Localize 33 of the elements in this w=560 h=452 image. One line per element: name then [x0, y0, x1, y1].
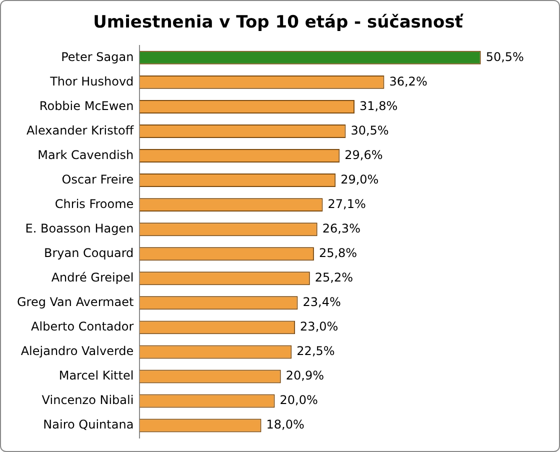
data-label: 50,5% [486, 50, 524, 64]
y-tick-label: Oscar Freire [62, 172, 134, 186]
chart-title: Umiestnenia v Top 10 etáp - súčasnosť [93, 12, 464, 33]
data-label: 26,3% [322, 221, 360, 236]
y-tick-label: Thor Hushovd [49, 74, 134, 88]
y-tick-label: Alexander Kristoff [26, 123, 134, 138]
data-label: 20,9% [286, 368, 324, 383]
data-label: 31,8% [360, 98, 398, 113]
data-label: 30,5% [350, 123, 389, 138]
data-label: 27,1% [328, 196, 366, 211]
data-label: 25,2% [314, 270, 354, 285]
data-label: 18,0% [266, 418, 304, 432]
data-label: 23,0% [300, 320, 338, 334]
y-tick-label: Marcel Kittel [58, 368, 134, 383]
data-label: 36,2% [389, 74, 428, 88]
data-label: 29,6% [344, 148, 383, 162]
y-tick-label: E. Boasson Hagen [25, 221, 134, 236]
y-tick-label: Alberto Contador [31, 320, 134, 334]
data-label: 25,8% [318, 246, 358, 260]
y-tick-label: Vincenzo Nibali [42, 393, 134, 408]
y-tick-label: Chris Froome [54, 196, 134, 211]
data-label: 20,0% [280, 393, 318, 408]
y-tick-label: Alejandro Valverde [20, 344, 134, 358]
y-tick-label: André Greipel [51, 270, 134, 285]
data-label: 29,0% [340, 172, 379, 186]
y-tick-label: Peter Sagan [61, 50, 134, 64]
y-tick-label: Greg Van Avermaet [16, 295, 134, 310]
y-tick-label: Bryan Coquard [44, 246, 134, 260]
y-tick-label: Nairo Quintana [43, 418, 134, 432]
y-tick-label: Mark Cavendish [38, 148, 134, 162]
data-label: 22,5% [296, 344, 335, 358]
data-label: 23,4% [302, 295, 341, 310]
y-tick-label: Robbie McEwen [39, 98, 134, 113]
